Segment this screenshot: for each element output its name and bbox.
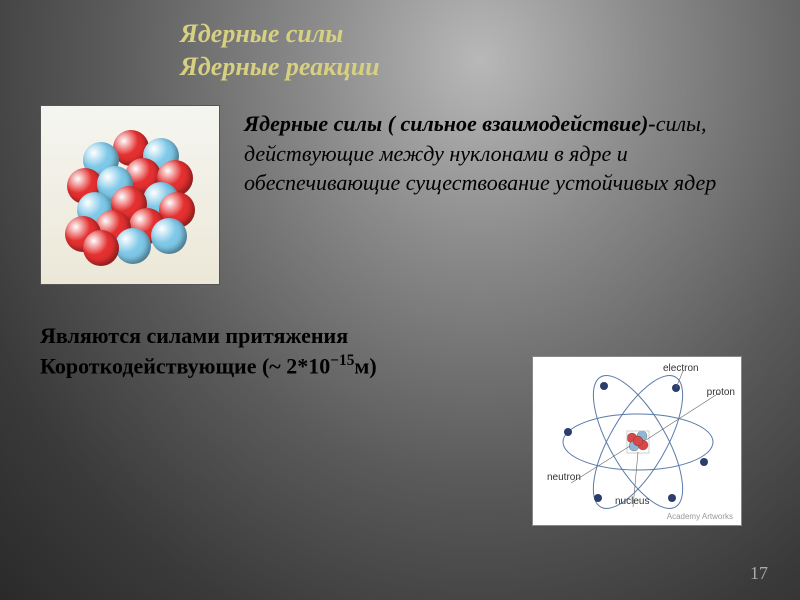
nucleus-image [40, 105, 220, 285]
range-exp: −15 [330, 352, 354, 369]
label-credit: Academy Artworks [667, 512, 733, 521]
label-electron: electron [663, 363, 699, 374]
atom-diagram: electron proton nucleus neutron Academy … [532, 356, 742, 526]
label-neutron: neutron [547, 472, 581, 483]
properties-block: Являются силами притяжения Короткодейств… [40, 321, 510, 381]
range-suffix: м) [354, 353, 376, 378]
nucleon-cluster [65, 130, 195, 260]
label-proton: proton [707, 387, 735, 398]
range-base: 10 [308, 353, 330, 378]
nucleon-ball [115, 228, 151, 264]
page-number: 17 [750, 563, 768, 584]
title-line-1: Ядерные силы [180, 18, 760, 51]
top-row: Ядерные силы ( сильное взаимодействие)-с… [40, 105, 760, 285]
title-line-2: Ядерные реакции [180, 51, 760, 84]
range-prefix: Короткодействующие (~ 2* [40, 353, 308, 378]
property-attraction: Являются силами притяжения [40, 321, 510, 351]
definition-term: Ядерные силы ( сильное взаимодействие)- [244, 111, 656, 136]
nucleon-ball [83, 230, 119, 266]
slide: Ядерные силы Ядерные реакции Ядерные сил… [0, 0, 800, 600]
nucleon-ball [151, 218, 187, 254]
property-range: Короткодействующие (~ 2*10−15м) [40, 351, 510, 381]
definition-text: Ядерные силы ( сильное взаимодействие)-с… [244, 109, 760, 198]
slide-title: Ядерные силы Ядерные реакции [180, 18, 760, 83]
label-nucleus: nucleus [615, 496, 649, 507]
